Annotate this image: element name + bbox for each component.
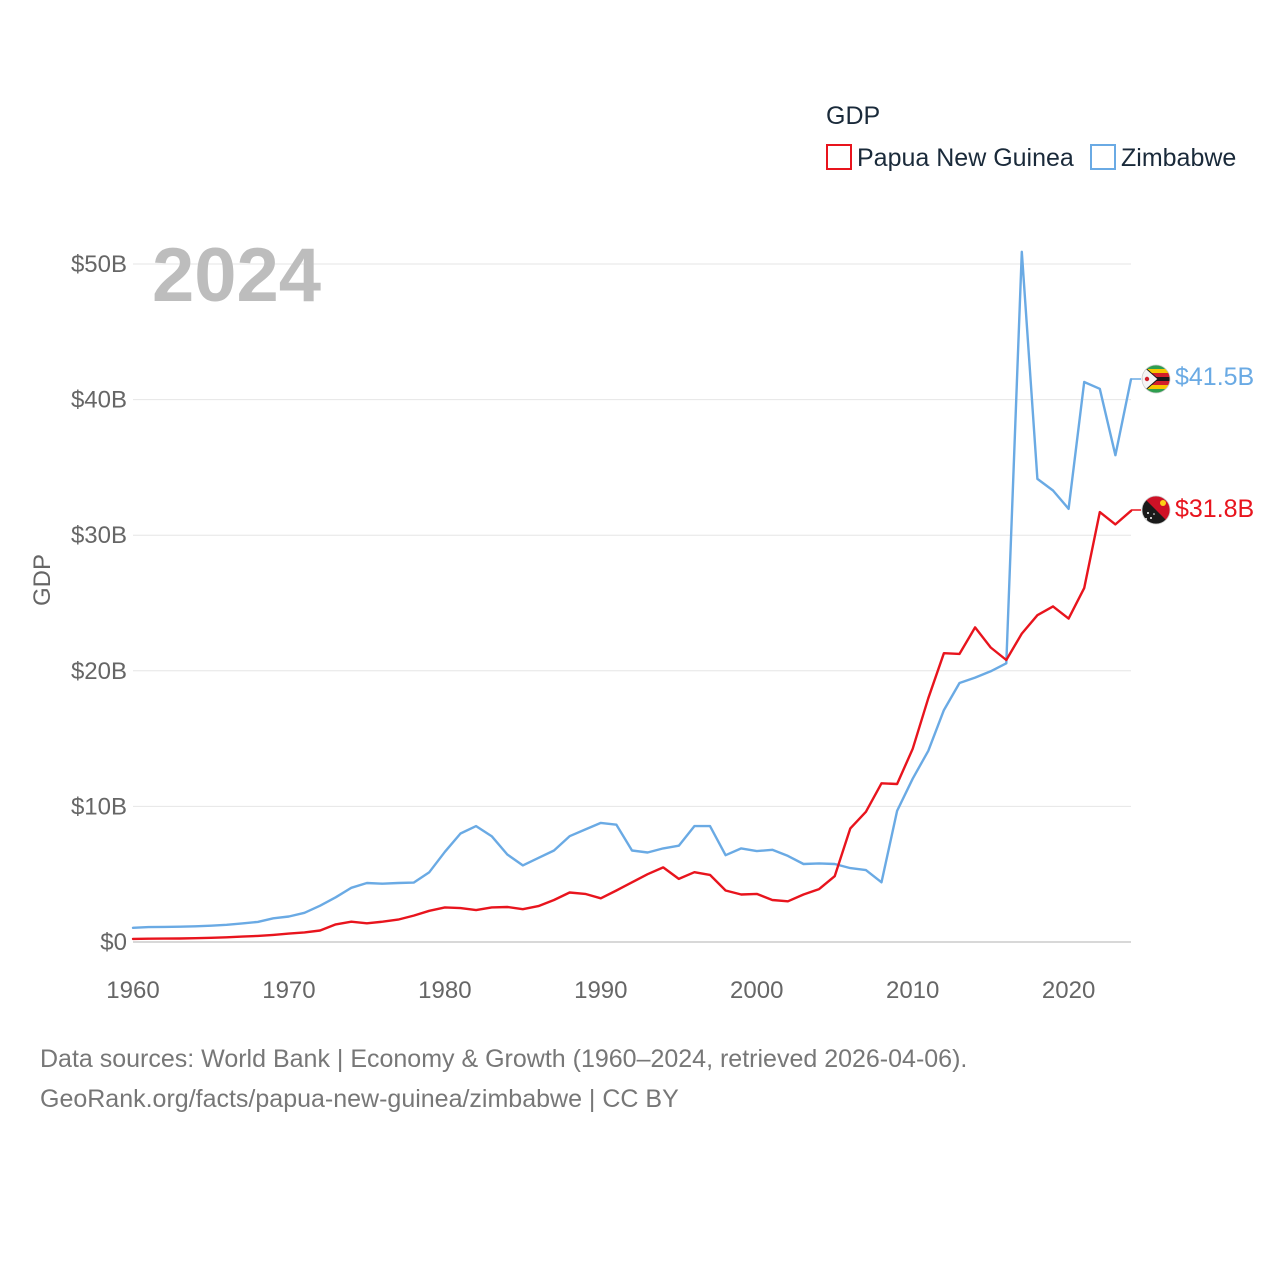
series-line-papua-new-guinea bbox=[131, 509, 1133, 941]
footer-source-line: Data sources: World Bank | Economy & Gro… bbox=[40, 1045, 968, 1073]
legend: GDP Papua New Guinea Zimbabwe bbox=[826, 102, 1236, 172]
y-tick-label: $10B bbox=[71, 793, 127, 820]
y-tick-label: $40B bbox=[71, 387, 127, 414]
y-tick-label: $30B bbox=[71, 522, 127, 549]
x-tick-label: 1960 bbox=[106, 977, 159, 1004]
y-tick-label: $50B bbox=[71, 251, 127, 278]
x-tick-label: 2020 bbox=[1042, 977, 1095, 1004]
legend-label-zimbabwe: Zimbabwe bbox=[1121, 144, 1236, 172]
x-tick-label: 1980 bbox=[418, 977, 471, 1004]
zimbabwe-flag-icon bbox=[1142, 365, 1170, 393]
y-axis-label: GDP bbox=[29, 554, 56, 606]
y-axis-ticks: $0 $10B $20B $30B $40B $50B bbox=[71, 251, 127, 956]
y-tick-label: $0 bbox=[100, 929, 127, 956]
papua-new-guinea-end-value-label: $31.8B bbox=[1175, 495, 1254, 523]
footer-attribution-line: GeoRank.org/facts/papua-new-guinea/zimba… bbox=[40, 1085, 679, 1113]
legend-swatch-zimbabwe bbox=[1090, 144, 1116, 170]
legend-label-papua-new-guinea: Papua New Guinea bbox=[857, 144, 1074, 172]
legend-swatch-papua-new-guinea bbox=[826, 144, 852, 170]
zimbabwe-end-value-label: $41.5B bbox=[1175, 363, 1254, 391]
x-tick-label: 2000 bbox=[730, 977, 783, 1004]
series-line-zimbabwe bbox=[131, 250, 1133, 929]
x-axis-ticks: 1960 1970 1980 1990 2000 2010 2020 bbox=[106, 977, 1095, 1004]
y-tick-label: $20B bbox=[71, 658, 127, 685]
x-tick-label: 1970 bbox=[262, 977, 315, 1004]
end-markers: $41.5B $31.8B bbox=[1131, 363, 1254, 525]
papua-new-guinea-flag-icon bbox=[1142, 496, 1170, 524]
series-lines bbox=[131, 250, 1133, 941]
x-tick-label: 2010 bbox=[886, 977, 939, 1004]
legend-title: GDP bbox=[826, 102, 880, 130]
x-tick-label: 1990 bbox=[574, 977, 627, 1004]
year-label: 2024 bbox=[152, 233, 321, 318]
gridlines bbox=[133, 263, 1131, 943]
